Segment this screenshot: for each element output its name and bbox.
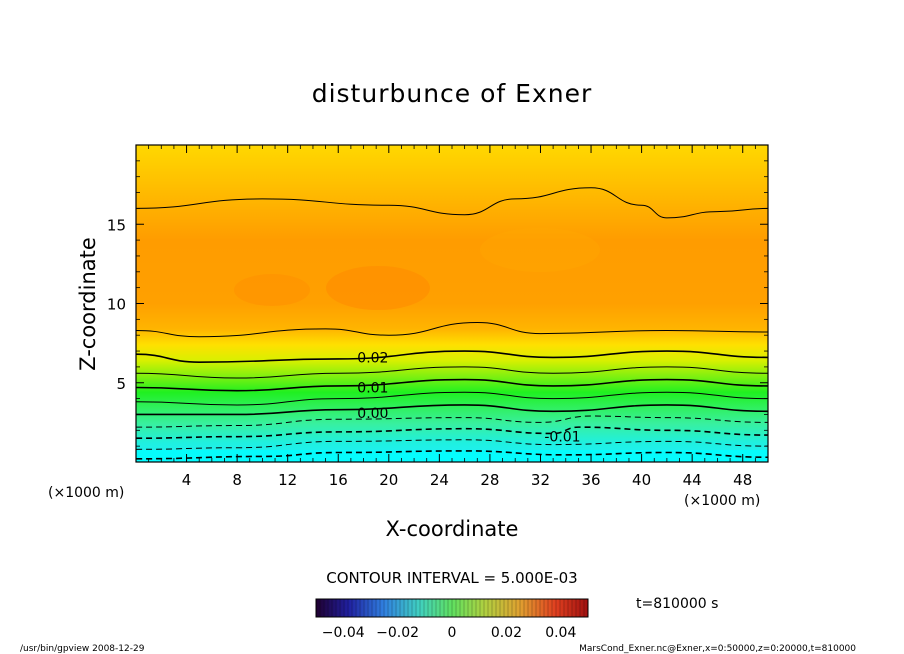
colorbar-tick-label: −0.04 <box>322 625 365 641</box>
x-tick-label: 40 <box>632 471 651 489</box>
x-axis-label: X-coordinate <box>386 517 519 541</box>
contour-line <box>136 439 768 450</box>
x-tick-label: 28 <box>480 471 499 489</box>
x-tick-label: 36 <box>581 471 600 489</box>
contour-lines <box>136 187 768 460</box>
field-blob-west <box>234 274 310 306</box>
colorbar-tick-label: 0.02 <box>491 625 522 641</box>
footer-right: MarsCond_Exner.nc@Exner,x=0:50000,z=0:20… <box>579 644 856 654</box>
colorbar-frame <box>315 598 589 618</box>
x-tick-label: 48 <box>733 471 752 489</box>
x-tick-label: 44 <box>683 471 702 489</box>
x-unit-left: (×1000 m) <box>48 485 124 501</box>
contour-labels: 0.02 0.01 0.00 -0.01 <box>357 350 580 445</box>
contour-line <box>136 415 768 428</box>
x-tick-label: 20 <box>379 471 398 489</box>
chart-title: disturbunce of Exner <box>312 79 593 108</box>
x-tick-label: 8 <box>232 471 242 489</box>
y-axis-label: Z-coordinate <box>76 237 100 371</box>
y-tick-label: 5 <box>116 375 126 393</box>
contour-line <box>136 404 768 416</box>
field-blob-center <box>326 266 430 310</box>
x-tick-label: 24 <box>430 471 449 489</box>
contour-line <box>136 187 768 219</box>
colorbar-tick-label: 0 <box>448 625 457 641</box>
contour-interval-text: CONTOUR INTERVAL = 5.000E-03 <box>326 569 577 587</box>
field-blob-east <box>480 228 600 272</box>
y-axis: 5 10 15 <box>107 160 768 447</box>
contour-label: 0.00 <box>357 406 388 422</box>
x-tick-label: 12 <box>278 471 297 489</box>
x-tick-label: 4 <box>182 471 192 489</box>
colorbar-ticks: −0.04 −0.02 0 0.02 0.04 <box>322 625 577 641</box>
contour-line <box>136 322 768 338</box>
contour-line <box>136 450 768 460</box>
contour-line <box>136 350 768 363</box>
y-tick-label: 10 <box>107 296 126 314</box>
field-fill <box>136 145 768 462</box>
x-tick-label: 32 <box>531 471 550 489</box>
plot-area <box>136 145 768 462</box>
time-label: t=810000 s <box>636 596 718 612</box>
x-unit-right: (×1000 m) <box>684 493 760 509</box>
contour-line <box>136 426 768 440</box>
footer-left: /usr/bin/gpview 2008-12-29 <box>20 644 145 654</box>
x-tick-label: 16 <box>329 471 348 489</box>
colorbar-tick-label: 0.04 <box>545 625 576 641</box>
contour-line <box>136 366 768 379</box>
contour-line <box>136 378 768 392</box>
colorbar-stripes <box>315 599 589 617</box>
colorbar-tick-label: −0.02 <box>376 625 419 641</box>
contour-label: -0.01 <box>544 430 580 446</box>
colorbar <box>316 599 588 617</box>
y-tick-label: 15 <box>107 216 126 234</box>
contour-line <box>136 391 768 406</box>
contour-label: 0.02 <box>357 350 388 366</box>
field-bottom-band <box>136 450 768 462</box>
contour-label: 0.01 <box>357 381 388 397</box>
x-axis: 4 8 12 16 20 24 28 32 36 40 44 48 <box>148 145 756 489</box>
